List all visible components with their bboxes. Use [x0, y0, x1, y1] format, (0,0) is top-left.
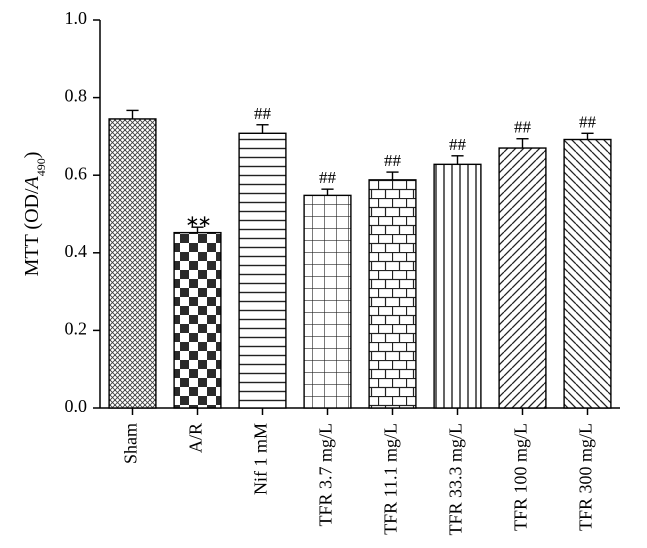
y-tick-label: 0.6 [65, 163, 88, 183]
y-tick-label: 0.8 [65, 86, 88, 106]
bar [109, 119, 156, 408]
y-tick-label: 0.4 [65, 241, 88, 261]
bar-annotation: ## [449, 135, 467, 154]
bar [499, 148, 546, 408]
y-axis-title: MTT (OD/A490) [21, 152, 48, 277]
y-tick-label: 0.2 [65, 319, 88, 339]
category-label: TFR 3.7 mg/L [316, 423, 336, 527]
bar-annotation: ## [254, 104, 272, 123]
bar [174, 233, 221, 408]
bar [239, 133, 286, 408]
category-label: TFR 100 mg/L [511, 423, 531, 531]
bar-annotation: ## [319, 168, 337, 187]
bar [369, 180, 416, 408]
bar-annotation: ## [514, 118, 532, 137]
bar [434, 164, 481, 408]
chart-svg: 0.0 0.2 0.4 0.6 0.8 1.0 MTT (OD/A490) Sham ∗∗ A/R… [0, 0, 647, 548]
y-tick-label: 0.0 [65, 396, 88, 416]
category-label: TFR 11.1 mg/L [381, 423, 401, 535]
category-label: TFR 33.3 mg/L [446, 423, 466, 536]
bar-annotation: ## [384, 151, 402, 170]
bar [564, 140, 611, 408]
bar-annotation: ## [579, 112, 597, 131]
category-label: Sham [121, 423, 141, 464]
bar [304, 195, 351, 408]
bar-annotation: ∗∗ [185, 212, 210, 231]
category-label: TFR 300 mg/L [576, 423, 596, 531]
category-label: Nif 1 mM [251, 423, 271, 495]
mtt-bar-chart: 0.0 0.2 0.4 0.6 0.8 1.0 MTT (OD/A490) Sham ∗∗ A/R… [0, 0, 647, 548]
category-label: A/R [186, 423, 206, 453]
y-tick-label: 1.0 [65, 8, 88, 28]
